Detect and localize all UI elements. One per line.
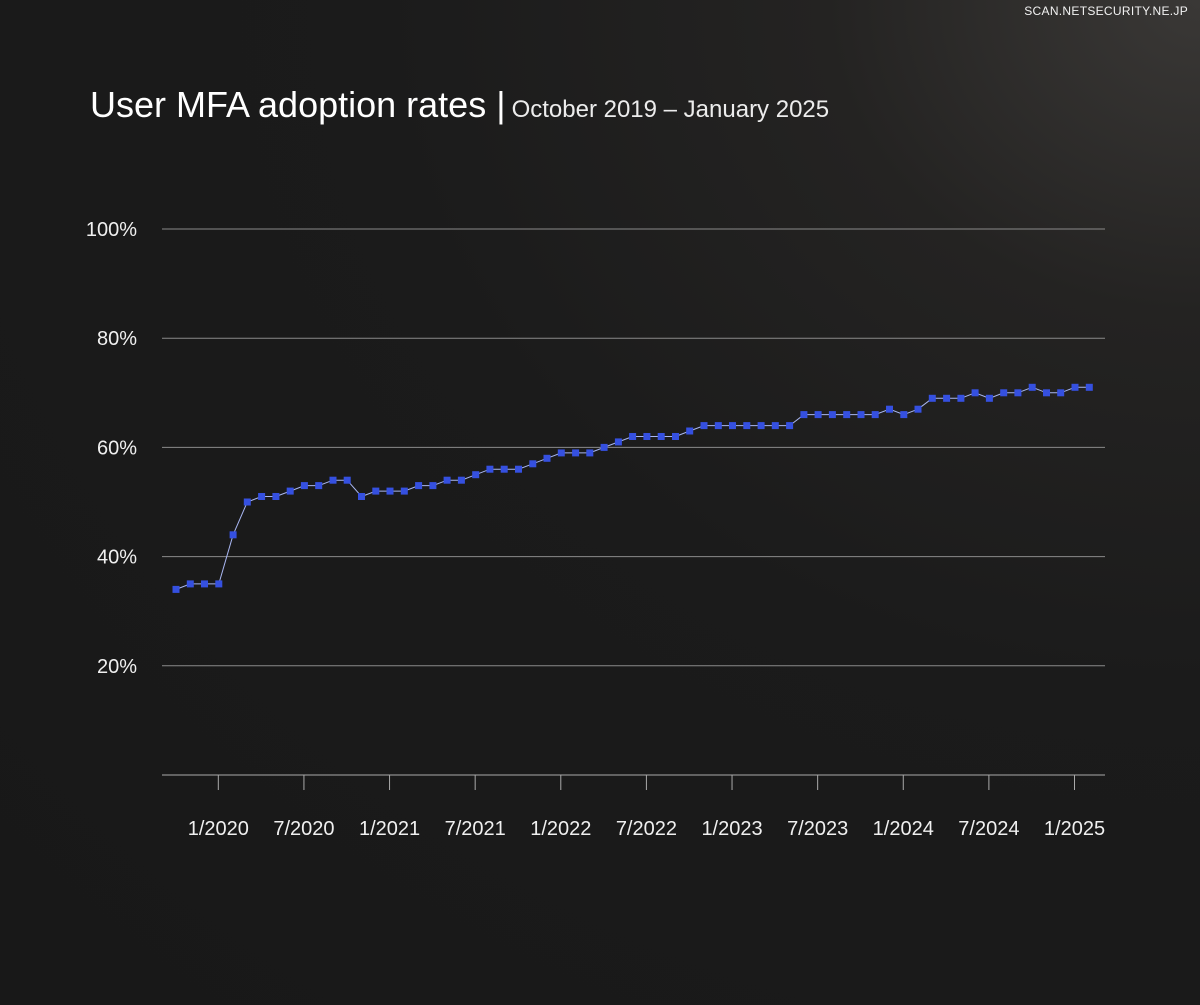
chart-subtitle: October 2019 – January 2025 xyxy=(511,96,830,123)
data-point xyxy=(586,449,594,457)
data-point xyxy=(1085,383,1093,391)
data-point xyxy=(943,394,951,402)
data-point xyxy=(757,422,765,430)
data-point xyxy=(985,394,993,402)
y-tick-label: 80% xyxy=(97,328,137,350)
data-point xyxy=(472,471,480,479)
data-point xyxy=(1071,383,1079,391)
data-point xyxy=(971,389,979,397)
data-point xyxy=(229,531,237,539)
title-separator: | xyxy=(496,84,506,125)
data-point xyxy=(643,433,651,440)
data-point xyxy=(1057,389,1065,397)
data-point xyxy=(629,433,637,440)
data-point xyxy=(672,433,679,440)
data-point xyxy=(386,487,394,495)
data-point xyxy=(329,476,337,484)
chart-title-block: User MFA adoption rates | October 2019 – J… xyxy=(90,84,829,126)
x-tick-label: 7/2024 xyxy=(958,818,1019,840)
data-point xyxy=(1028,383,1036,391)
watermark: SCAN.NETSECURITY.NE.JP xyxy=(1024,4,1188,18)
y-tick-label: 60% xyxy=(97,437,137,459)
data-point xyxy=(1043,389,1050,397)
data-point xyxy=(272,493,280,500)
data-point xyxy=(800,411,808,419)
data-point xyxy=(201,580,208,588)
data-point xyxy=(871,411,879,419)
y-tick-label: 100% xyxy=(86,219,137,241)
data-point xyxy=(771,422,779,430)
data-point xyxy=(443,476,451,484)
data-point xyxy=(186,580,194,588)
chart-title: User MFA adoption rates xyxy=(90,84,487,125)
data-point xyxy=(743,422,751,430)
x-tick-label: 1/2022 xyxy=(530,818,591,840)
data-point xyxy=(400,487,408,495)
data-point xyxy=(243,498,251,506)
data-point xyxy=(814,411,822,419)
data-point xyxy=(843,411,851,419)
data-point xyxy=(515,465,522,473)
data-point xyxy=(700,422,708,430)
data-point xyxy=(286,487,294,495)
data-point xyxy=(686,427,694,435)
data-point xyxy=(215,580,223,588)
x-tick-label: 1/2023 xyxy=(701,818,762,840)
x-tick-label: 7/2020 xyxy=(273,818,334,840)
data-point xyxy=(358,493,365,500)
x-tick-label: 7/2022 xyxy=(616,818,677,840)
data-point xyxy=(900,411,908,419)
data-point xyxy=(657,433,665,440)
x-tick-label: 1/2021 xyxy=(359,818,420,840)
y-tick-label: 20% xyxy=(97,656,137,678)
data-point xyxy=(914,405,922,413)
data-point xyxy=(543,454,551,462)
y-tick-label: 40% xyxy=(97,547,137,569)
data-point xyxy=(457,476,465,484)
data-point xyxy=(500,465,508,473)
data-point xyxy=(786,422,794,430)
data-point xyxy=(1014,389,1022,397)
series-line xyxy=(175,386,1090,590)
data-point xyxy=(957,394,965,402)
data-point xyxy=(172,585,180,593)
data-point xyxy=(315,482,323,490)
data-point xyxy=(828,411,836,419)
data-point xyxy=(614,438,622,446)
data-point xyxy=(1000,389,1008,397)
data-point xyxy=(258,493,266,500)
x-tick-label: 1/2024 xyxy=(873,818,934,840)
data-point xyxy=(372,487,380,495)
x-tick-label: 7/2023 xyxy=(787,818,848,840)
data-point xyxy=(857,411,865,419)
data-point xyxy=(600,443,608,451)
data-point xyxy=(529,460,537,468)
data-point xyxy=(729,422,736,430)
data-point xyxy=(486,465,494,473)
data-point xyxy=(557,449,565,457)
data-point xyxy=(928,394,936,402)
x-tick-label: 7/2021 xyxy=(445,818,506,840)
data-point xyxy=(886,405,893,413)
data-point xyxy=(415,482,423,490)
x-tick-label: 1/2020 xyxy=(188,818,249,840)
data-point xyxy=(429,482,437,490)
x-tick-label: 1/2025 xyxy=(1044,818,1105,840)
data-point xyxy=(572,449,580,457)
data-point xyxy=(714,422,722,430)
data-point xyxy=(343,476,351,484)
data-point xyxy=(300,482,308,490)
